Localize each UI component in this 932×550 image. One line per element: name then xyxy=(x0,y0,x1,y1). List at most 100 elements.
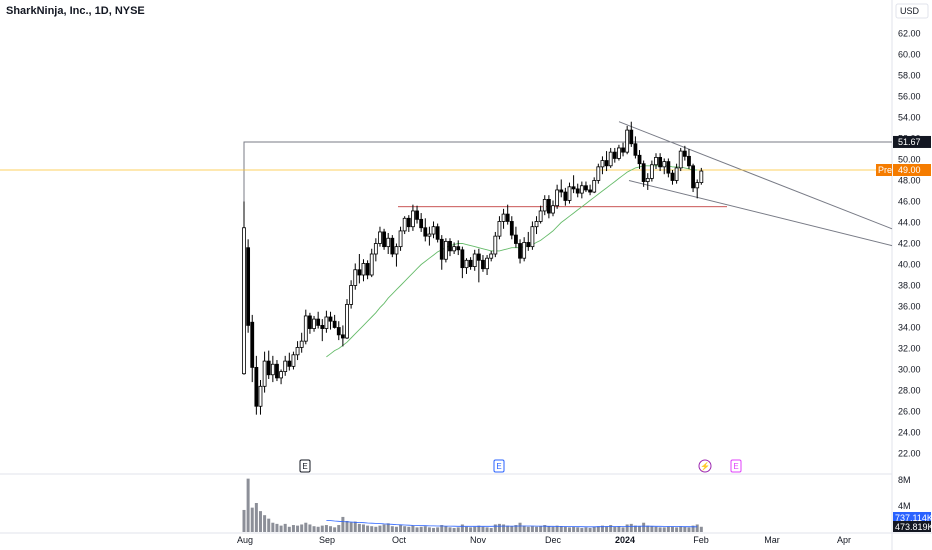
candle xyxy=(353,263,358,290)
volume-bar xyxy=(386,523,390,532)
candle-body xyxy=(559,189,564,193)
volume-bar xyxy=(291,525,295,532)
candle xyxy=(612,147,617,163)
candle xyxy=(336,321,341,341)
volume-bar xyxy=(535,526,539,532)
candle xyxy=(406,215,411,232)
candle xyxy=(691,163,695,193)
event-markers: E E ⚡ E xyxy=(299,459,742,473)
candle xyxy=(695,179,700,199)
y-tick-label: 62.00 xyxy=(898,29,921,39)
candle-body xyxy=(674,167,679,181)
y-tick-label: 48.00 xyxy=(898,176,921,186)
candle-body xyxy=(295,347,300,356)
candle-body xyxy=(682,150,687,157)
candle xyxy=(567,182,572,204)
candle-body xyxy=(481,259,485,270)
wedge-lower-line xyxy=(628,180,893,247)
volume-bar xyxy=(522,525,526,532)
candle-body xyxy=(497,221,502,237)
candle xyxy=(443,238,448,263)
candle-body xyxy=(349,285,354,305)
event-marker-label: E xyxy=(302,462,307,471)
candle-body xyxy=(369,253,374,276)
candle xyxy=(324,310,329,333)
candle xyxy=(242,201,246,375)
price-axis[interactable]: USD62.0060.0058.0056.0054.0052.0050.0048… xyxy=(895,3,929,511)
candle-body xyxy=(373,243,378,255)
candle xyxy=(349,280,354,309)
volume-bar xyxy=(419,526,423,532)
candle xyxy=(666,158,671,178)
y-tick-label: 50.00 xyxy=(898,155,921,165)
candle xyxy=(262,351,267,393)
candle-body xyxy=(637,154,642,165)
volume-bar xyxy=(444,526,448,532)
candle xyxy=(600,156,605,175)
candle xyxy=(654,153,658,169)
candle-body xyxy=(266,360,271,376)
volume-bar xyxy=(448,527,452,532)
resistance-line xyxy=(243,141,892,374)
volume-bar xyxy=(407,526,411,532)
volume-bar xyxy=(642,522,646,532)
candle xyxy=(398,226,403,251)
volume-bar xyxy=(283,523,287,532)
candle-body xyxy=(439,238,444,260)
candle-body xyxy=(645,177,650,182)
volume-bar xyxy=(271,522,275,532)
candle xyxy=(402,216,407,235)
x-tick-label: Sep xyxy=(319,535,335,545)
candle xyxy=(588,184,592,196)
candle-body xyxy=(464,259,469,269)
candle-body xyxy=(584,185,588,191)
volume-bar xyxy=(423,526,427,532)
candle-body xyxy=(435,226,440,240)
x-tick-label: Feb xyxy=(693,535,709,545)
candle xyxy=(637,150,642,169)
candle xyxy=(270,355,275,383)
candle-body xyxy=(283,360,288,373)
candle xyxy=(604,151,609,172)
candle xyxy=(526,231,531,251)
volume-bar xyxy=(370,526,374,532)
candle xyxy=(246,239,251,333)
volume-bar xyxy=(279,525,283,532)
volume-bar xyxy=(394,526,398,532)
volume-bar xyxy=(250,507,254,532)
volume-bar xyxy=(699,526,703,532)
volume-bar xyxy=(267,518,271,532)
volume-bar xyxy=(485,527,489,532)
candle-body xyxy=(530,226,535,248)
candle-body xyxy=(551,205,555,214)
y-tick-label: 26.00 xyxy=(898,407,921,417)
candle-body xyxy=(608,151,613,167)
candle xyxy=(390,235,395,258)
candle xyxy=(551,200,555,217)
candle-body xyxy=(332,320,337,328)
volume-bar xyxy=(650,526,654,532)
volume-bar xyxy=(683,526,687,532)
pre-price-label: 49.00 xyxy=(898,165,921,175)
volume-bar xyxy=(324,525,328,532)
candle xyxy=(382,228,386,250)
candle-body xyxy=(654,156,658,166)
candle-body xyxy=(612,151,617,159)
candle xyxy=(633,136,638,159)
candle xyxy=(464,258,469,274)
candle-body xyxy=(633,143,638,156)
candle-body xyxy=(567,186,572,201)
candle xyxy=(493,231,498,258)
volume-bar xyxy=(518,522,522,532)
candle-body xyxy=(448,240,452,252)
volume-bar xyxy=(341,516,345,532)
volume-bar xyxy=(436,527,440,532)
time-axis[interactable]: Aug Sep Oct Nov Dec 2024 Feb Mar Apr xyxy=(237,535,851,545)
candle xyxy=(658,153,663,172)
candle xyxy=(431,221,436,239)
candle-body xyxy=(509,221,514,236)
volume-bar xyxy=(275,523,279,532)
volume-bar xyxy=(296,525,300,532)
